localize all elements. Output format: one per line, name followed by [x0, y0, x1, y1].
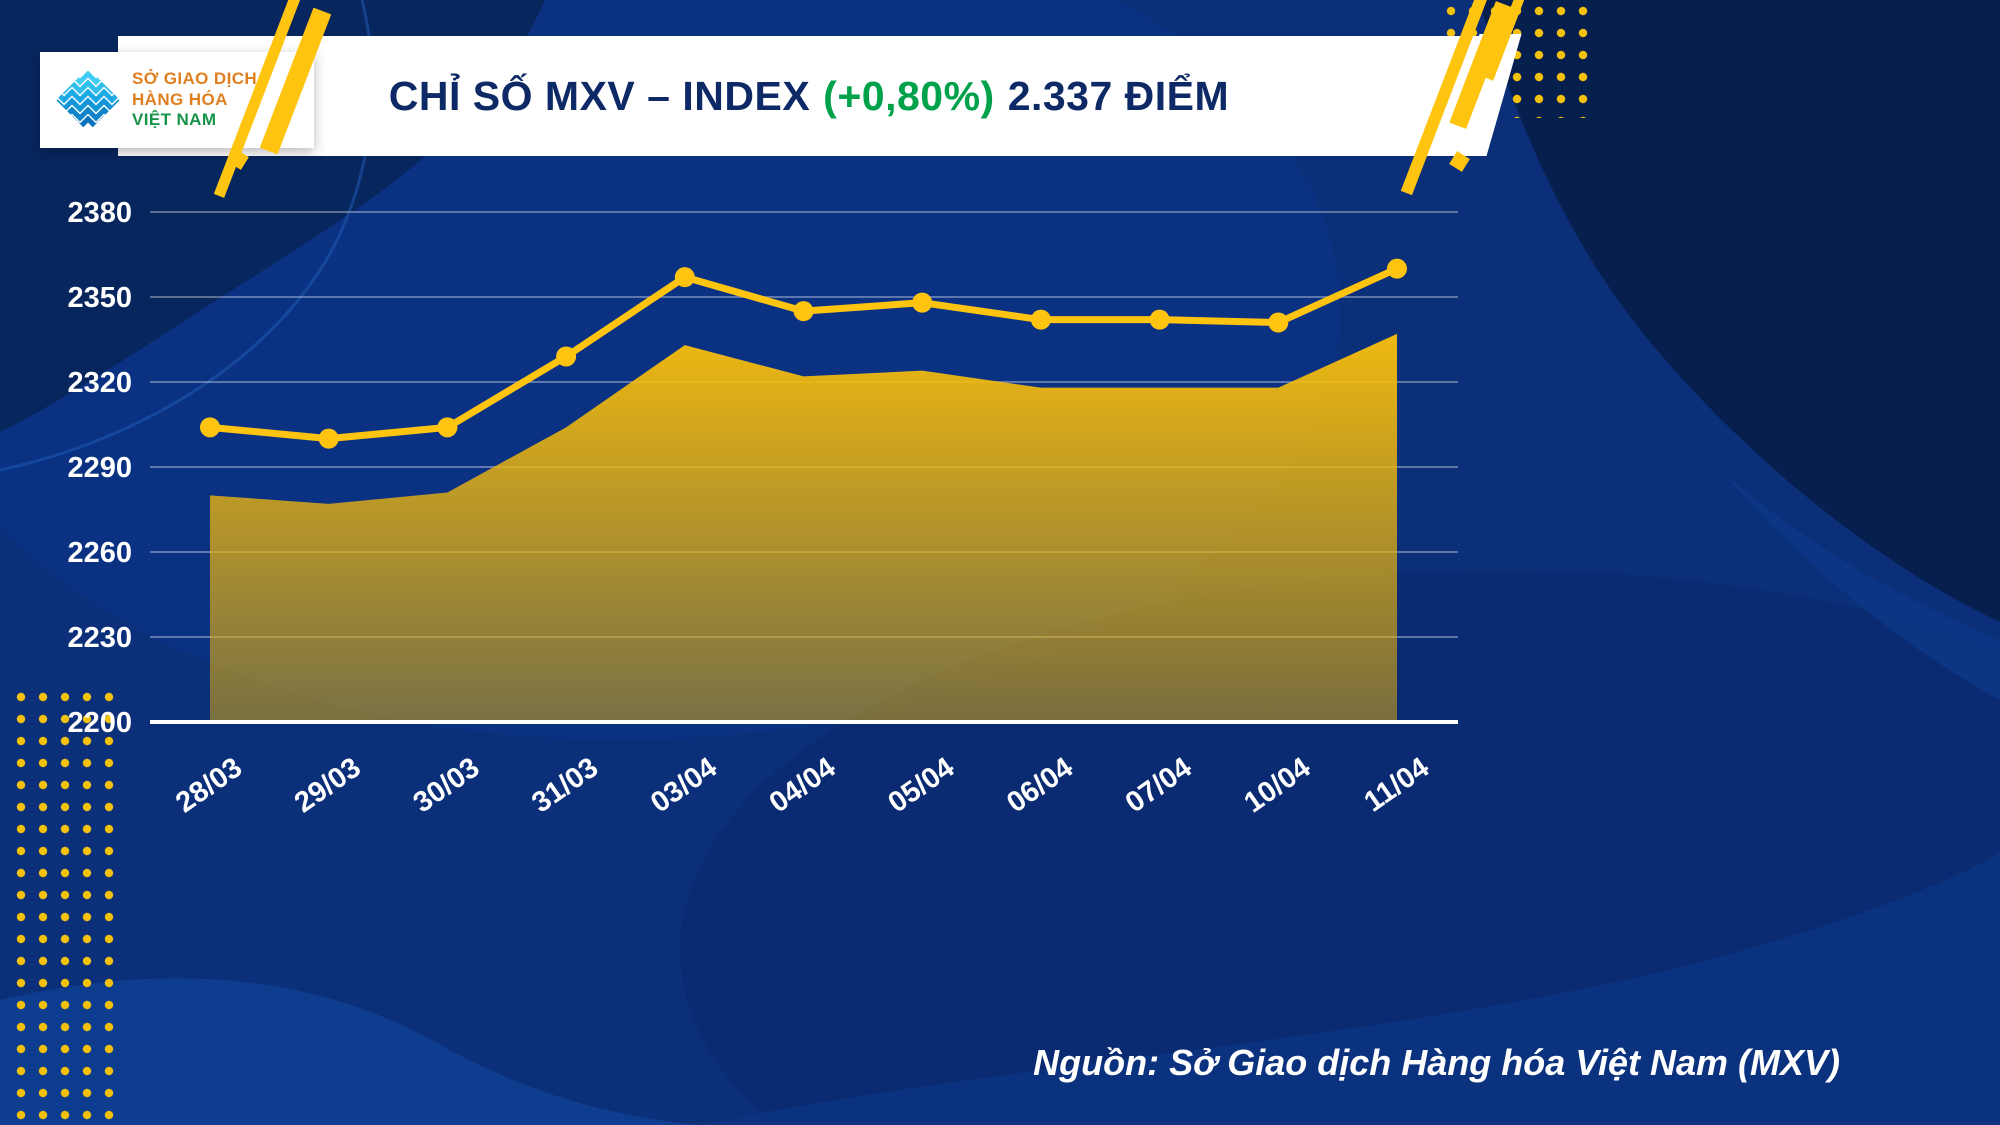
svg-text:10/04: 10/04	[1239, 752, 1317, 820]
mxv-logo-icon	[56, 70, 120, 131]
svg-text:06/04: 06/04	[1001, 752, 1079, 820]
mxv-logo-text: SỞ GIAO DỊCH HÀNG HÓA VIỆT NAM	[132, 69, 257, 130]
svg-text:04/04: 04/04	[764, 752, 842, 820]
svg-text:11/04: 11/04	[1359, 752, 1436, 819]
logo-line-1: SỞ GIAO DỊCH	[132, 69, 258, 89]
title-change: (+0,80%)	[823, 72, 995, 119]
svg-text:29/03: 29/03	[289, 752, 367, 820]
header-title-band: CHỈ SỐ MXV – INDEX (+0,80%) 2.337 ĐIỂM	[118, 36, 1500, 156]
svg-text:03/04: 03/04	[645, 752, 723, 820]
title-main: CHỈ SỐ MXV – INDEX	[388, 72, 811, 119]
logo-line-2: HÀNG HÓA	[132, 89, 228, 109]
logo-line-3: VIỆT NAM	[132, 110, 217, 130]
svg-text:05/04: 05/04	[882, 752, 960, 820]
svg-text:2320: 2320	[67, 367, 132, 399]
svg-text:2260: 2260	[67, 537, 132, 569]
svg-text:2230: 2230	[67, 622, 132, 654]
svg-text:31/03: 31/03	[526, 752, 604, 820]
svg-text:2380: 2380	[67, 197, 132, 229]
svg-text:2350: 2350	[67, 282, 132, 314]
svg-text:2200: 2200	[67, 707, 132, 739]
svg-text:30/03: 30/03	[408, 752, 486, 820]
svg-text:07/04: 07/04	[1120, 752, 1198, 820]
svg-text:2290: 2290	[67, 452, 132, 484]
svg-text:28/03: 28/03	[170, 752, 248, 820]
dot-grid-bottom-left	[10, 686, 118, 1122]
title-points: 2.337 ĐIỂM	[1007, 72, 1230, 119]
source-credit: Nguồn: Sở Giao dịch Hàng hóa Việt Nam (M…	[1033, 1042, 1840, 1083]
